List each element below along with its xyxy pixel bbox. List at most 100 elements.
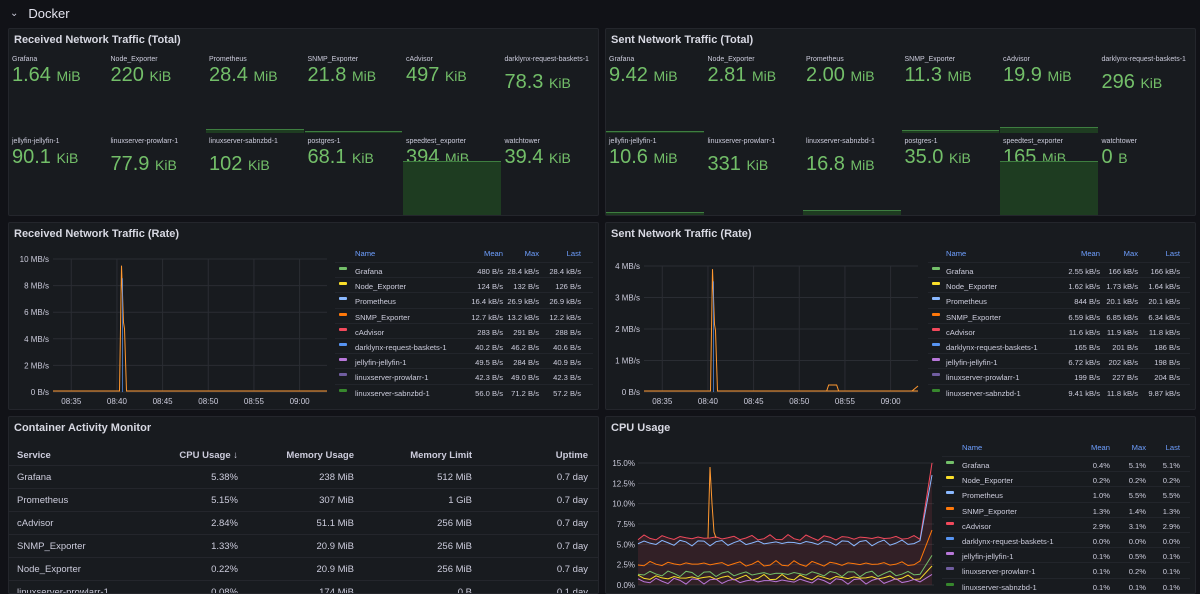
stat-number: 16.8 — [806, 153, 845, 175]
stat-watchtower[interactable]: watchtower 39.4 KiB — [502, 133, 599, 215]
sent-rate-chart[interactable]: 4 MB/s 3 MB/s 2 MB/s 1 MB/s 0 B/s 08:35 08:40 0… — [606, 241, 924, 410]
panel-title[interactable]: Container Activity Monitor — [14, 422, 152, 434]
series-mean: 0.0% — [1092, 537, 1110, 546]
legend-row[interactable]: jellyfin-jellyfin-1 49.5 B/s 284 B/s 40.9 B… — [335, 353, 593, 368]
legend-header-last[interactable]: Last — [566, 249, 581, 258]
legend-row[interactable]: linuxserver-sabnzbd-1 0.1% 0.1% 0.1% — [942, 577, 1190, 593]
table-row[interactable]: Grafana 5.38% 238 MiB 512 MiB 0.7 day — [9, 466, 598, 489]
legend-header-name[interactable]: Name — [355, 249, 376, 258]
legend-header-last[interactable]: Last — [1165, 443, 1180, 452]
legend-row[interactable]: linuxserver-prowlarr-1 199 B/s 227 B/s 204 … — [928, 368, 1190, 383]
stat-jellyfin-jellyfin-1[interactable]: jellyfin-jellyfin-1 10.6 MiB — [606, 133, 704, 215]
legend-row[interactable]: Node_Exporter 1.62 kB/s 1.73 kB/s 1.64 kB/s — [928, 277, 1190, 292]
legend-row[interactable]: Prometheus 844 B/s 20.1 kB/s 20.1 kB/s — [928, 292, 1190, 307]
table-row[interactable]: SNMP_Exporter 1.33% 20.9 MiB 256 MiB 0.7 day — [9, 535, 598, 558]
cpu-usage-chart[interactable]: 15.0% 12.5% 10.0% 7.5% 5.0% 2.5% 0.0% — [606, 435, 936, 594]
legend-row[interactable]: linuxserver-sabnzbd-1 56.0 B/s 71.2 B/s 57.… — [335, 383, 593, 399]
series-max: 5.5% — [1128, 491, 1146, 501]
panel-title[interactable]: CPU Usage — [611, 422, 671, 434]
stat-postgres-1[interactable]: postgres-1 68.1 KiB — [305, 133, 403, 215]
stat-value: 90.1 KiB — [12, 146, 78, 169]
legend-header-mean[interactable]: Mean — [1081, 249, 1100, 258]
legend-header-max[interactable]: Max — [1131, 443, 1146, 452]
series-name: linuxserver-sabnzbd-1 — [355, 388, 430, 398]
legend-row[interactable]: cAdvisor 2.9% 3.1% 2.9% — [942, 516, 1190, 532]
legend-row[interactable]: jellyfin-jellyfin-1 6.72 kB/s 202 kB/s 198 … — [928, 353, 1190, 368]
series-last: 40.9 B/s — [553, 358, 581, 368]
legend-row[interactable]: darklynx-request-baskets-1 165 B/s 201 B/s… — [928, 338, 1190, 353]
legend-row[interactable]: cAdvisor 11.6 kB/s 11.9 kB/s 11.8 kB/s — [928, 322, 1190, 338]
stat-linuxserver-prowlarr-1[interactable]: linuxserver-prowlarr-1 331 KiB — [705, 133, 803, 215]
legend-row[interactable]: Grafana 2.55 kB/s 166 kB/s 166 kB/s — [928, 262, 1190, 277]
cell-memory-limit: 1 GiB — [448, 495, 472, 506]
cell-service: Prometheus — [17, 495, 69, 506]
col-cpu[interactable]: CPU Usage ↓ — [179, 450, 238, 461]
stat-speedtest-exporter[interactable]: speedtest_exporter 165 MiB — [1000, 133, 1098, 215]
col-memory-limit[interactable]: Memory Limit — [410, 450, 472, 461]
series-max: 11.9 kB/s — [1106, 327, 1138, 337]
col-uptime[interactable]: Uptime — [555, 450, 588, 461]
legend-header-name[interactable]: Name — [946, 249, 967, 258]
legend-header-mean[interactable]: Mean — [484, 249, 503, 258]
stat-linuxserver-sabnzbd-1[interactable]: linuxserver-sabnzbd-1 16.8 MiB — [803, 133, 901, 215]
stat-watchtower[interactable]: watchtower 0 B — [1099, 133, 1196, 215]
legend-header-name[interactable]: Name — [962, 443, 983, 452]
panel-title[interactable]: Received Network Traffic (Total) — [14, 34, 181, 46]
legend-row[interactable]: darklynx-request-baskets-1 0.0% 0.0% 0.0% — [942, 532, 1190, 547]
panel-title[interactable]: Received Network Traffic (Rate) — [14, 228, 180, 240]
chevron-down-icon[interactable]: ⌄ — [10, 7, 19, 19]
panel-title[interactable]: Sent Network Traffic (Total) — [611, 34, 754, 46]
legend-row[interactable]: SNMP_Exporter 1.3% 1.4% 1.3% — [942, 501, 1190, 517]
stat-linuxserver-sabnzbd-1[interactable]: linuxserver-sabnzbd-1 102 KiB — [206, 133, 304, 215]
legend-row[interactable]: SNMP_Exporter 6.59 kB/s 6.85 kB/s 6.34 kB/s — [928, 307, 1190, 323]
stat-unit: KiB — [56, 150, 79, 166]
stat-node-exporter[interactable]: Node_Exporter 2.81 MiB — [705, 51, 803, 133]
legend-header-mean[interactable]: Mean — [1091, 443, 1110, 452]
table-row[interactable]: Prometheus 5.15% 307 MiB 1 GiB 0.7 day — [9, 489, 598, 512]
stat-node-exporter[interactable]: Node_Exporter 220 KiB — [108, 51, 206, 133]
stat-cadvisor[interactable]: cAdvisor 19.9 MiB — [1000, 51, 1098, 133]
legend-row[interactable]: Grafana 480 B/s 28.4 kB/s 28.4 kB/s — [335, 262, 593, 277]
legend-row[interactable]: Node_Exporter 124 B/s 132 B/s 126 B/s — [335, 277, 593, 292]
legend-row[interactable]: SNMP_Exporter 12.7 kB/s 13.2 kB/s 12.2 kB/s — [335, 307, 593, 323]
series-mean: 56.0 B/s — [475, 388, 503, 398]
stat-darklynx-request-baskets-1[interactable]: darklynx-request-baskets-1 296 KiB — [1099, 51, 1196, 133]
stat-prometheus[interactable]: Prometheus 2.00 MiB — [803, 51, 901, 133]
stat-speedtest-exporter[interactable]: speedtest_exporter 394 MiB — [403, 133, 501, 215]
x-tick-label: 08:45 — [153, 397, 174, 406]
legend-header-max[interactable]: Max — [524, 249, 539, 258]
col-service[interactable]: Service — [17, 450, 51, 461]
table-row[interactable]: linuxserver-prowlarr-1 0.08% 174 MiB 0 B 0.1… — [9, 581, 598, 593]
received-rate-chart[interactable]: 10 MB/s 8 MB/s 6 MB/s 4 MB/s 2 MB/s 0 B/s 08:3… — [9, 241, 329, 410]
stat-grafana[interactable]: Grafana 9.42 MiB — [606, 51, 704, 133]
stat-prometheus[interactable]: Prometheus 28.4 MiB — [206, 51, 304, 133]
series-color-swatch — [946, 552, 954, 556]
legend-row[interactable]: cAdvisor 283 B/s 291 B/s 288 B/s — [335, 322, 593, 338]
legend-row[interactable]: Prometheus 16.4 kB/s 26.9 kB/s 26.9 kB/s — [335, 292, 593, 307]
legend-row[interactable]: linuxserver-sabnzbd-1 9.41 kB/s 11.8 kB/s 9… — [928, 383, 1190, 399]
panel-title[interactable]: Sent Network Traffic (Rate) — [611, 228, 752, 240]
table-row[interactable]: Node_Exporter 0.22% 20.9 MiB 256 MiB 0.7 day — [9, 558, 598, 581]
legend-row[interactable]: linuxserver-prowlarr-1 42.3 B/s 49.0 B/s 42… — [335, 368, 593, 383]
stat-sparkline — [1000, 127, 1098, 133]
stat-snmp-exporter[interactable]: SNMP_Exporter 11.3 MiB — [901, 51, 999, 133]
stat-linuxserver-prowlarr-1[interactable]: linuxserver-prowlarr-1 77.9 KiB — [108, 133, 206, 215]
legend-row[interactable]: Grafana 0.4% 5.1% 5.1% — [942, 456, 1190, 471]
legend-header-last[interactable]: Last — [1165, 249, 1180, 258]
legend-row[interactable]: Node_Exporter 0.2% 0.2% 0.2% — [942, 471, 1190, 486]
row-header-docker[interactable]: ⌄ Docker — [0, 0, 1200, 26]
legend-header-max[interactable]: Max — [1123, 249, 1138, 258]
stat-grafana[interactable]: Grafana 1.64 MiB — [9, 51, 107, 133]
legend-row[interactable]: Prometheus 1.0% 5.5% 5.5% — [942, 486, 1190, 501]
stat-snmp-exporter[interactable]: SNMP_Exporter 21.8 MiB — [304, 51, 402, 133]
stat-postgres-1[interactable]: postgres-1 35.0 KiB — [902, 133, 1000, 215]
stat-darklynx-request-baskets-1[interactable]: darklynx-request-baskets-1 78.3 KiB — [502, 51, 599, 133]
legend-row[interactable]: jellyfin-jellyfin-1 0.1% 0.5% 0.1% — [942, 547, 1190, 562]
col-memory-usage[interactable]: Memory Usage — [286, 450, 354, 461]
legend-row[interactable]: darklynx-request-baskets-1 40.2 B/s 46.2 B… — [335, 338, 593, 353]
y-tick-label: 12.5% — [612, 479, 635, 488]
legend-row[interactable]: linuxserver-prowlarr-1 0.1% 0.2% 0.1% — [942, 562, 1190, 577]
table-row[interactable]: cAdvisor 2.84% 51.1 MiB 256 MiB 0.7 day — [9, 512, 598, 535]
stat-cadvisor[interactable]: cAdvisor 497 KiB — [403, 51, 501, 133]
stat-jellyfin-jellyfin-1[interactable]: jellyfin-jellyfin-1 90.1 KiB — [9, 133, 107, 215]
